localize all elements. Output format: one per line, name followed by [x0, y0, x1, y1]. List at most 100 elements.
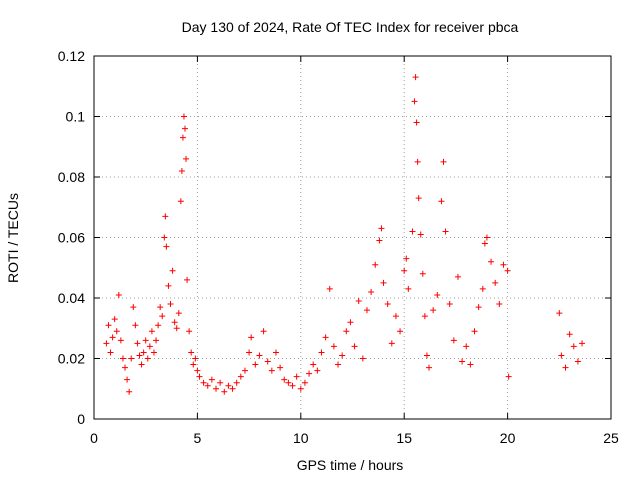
- data-point: [150, 349, 157, 356]
- y-tick-label: 0.08: [58, 169, 85, 185]
- data-point: [126, 388, 133, 395]
- data-point: [233, 379, 240, 386]
- data-point: [113, 328, 120, 335]
- data-point: [246, 349, 253, 356]
- data-point: [475, 304, 482, 311]
- data-point: [213, 385, 220, 392]
- data-point: [140, 349, 147, 356]
- y-axis-label: ROTI / TECUs: [5, 193, 21, 283]
- data-point: [376, 237, 383, 244]
- data-point: [423, 352, 430, 359]
- x-tick-label: 25: [603, 430, 619, 446]
- data-points: [103, 74, 586, 395]
- data-point: [281, 376, 288, 383]
- x-tick-label: 0: [90, 430, 98, 446]
- data-point: [492, 279, 499, 286]
- data-point: [426, 364, 433, 371]
- data-point: [264, 358, 271, 365]
- data-point: [277, 364, 284, 371]
- data-point: [237, 373, 244, 380]
- plot-frame: [93, 55, 612, 420]
- data-point: [155, 322, 162, 329]
- data-point: [310, 361, 317, 368]
- data-point: [105, 322, 112, 329]
- data-point: [136, 352, 143, 359]
- data-point: [405, 285, 412, 292]
- data-point: [481, 240, 488, 247]
- data-point: [138, 361, 145, 368]
- y-tick-label: 0.12: [58, 48, 85, 64]
- data-point: [161, 234, 168, 241]
- data-point: [413, 119, 420, 126]
- data-point: [146, 343, 153, 350]
- data-point: [171, 319, 178, 326]
- data-point: [162, 213, 169, 220]
- data-point: [479, 285, 486, 292]
- data-point: [183, 155, 190, 162]
- data-point: [335, 361, 342, 368]
- data-point: [221, 388, 228, 395]
- grid-lines: [94, 56, 611, 419]
- data-point: [397, 328, 404, 335]
- data-point: [256, 352, 263, 359]
- data-point: [471, 328, 478, 335]
- data-point: [339, 352, 346, 359]
- data-point: [430, 307, 437, 314]
- data-point: [326, 285, 333, 292]
- data-point: [556, 310, 563, 317]
- data-point: [438, 198, 445, 205]
- data-point: [169, 267, 176, 274]
- y-tick-label: 0.04: [58, 290, 85, 306]
- data-point: [196, 373, 203, 380]
- x-tick-label: 5: [194, 430, 202, 446]
- data-point: [130, 304, 137, 311]
- data-point: [434, 291, 441, 298]
- data-point: [566, 331, 573, 338]
- data-point: [167, 301, 174, 308]
- data-point: [388, 340, 395, 347]
- data-point: [467, 361, 474, 368]
- data-point: [128, 355, 135, 362]
- data-point: [289, 382, 296, 389]
- data-point: [103, 340, 110, 347]
- data-point: [178, 167, 185, 174]
- data-point: [111, 316, 118, 323]
- data-point: [314, 367, 321, 374]
- data-point: [134, 340, 141, 347]
- data-point: [107, 349, 114, 356]
- data-point: [401, 267, 408, 274]
- data-point: [177, 198, 184, 205]
- x-tick-label: 15: [396, 430, 412, 446]
- y-axis-ticks: 0 0.02 0.04 0.06 0.08 0.1 0.12: [58, 48, 611, 427]
- data-point: [403, 255, 410, 262]
- data-point: [414, 158, 421, 165]
- data-point: [194, 367, 201, 374]
- data-point: [186, 328, 193, 335]
- data-point: [368, 288, 375, 295]
- data-point: [384, 301, 391, 308]
- data-point: [450, 337, 457, 344]
- data-point: [412, 74, 419, 81]
- data-point: [117, 337, 124, 344]
- data-point: [190, 361, 197, 368]
- data-point: [421, 313, 428, 320]
- data-point: [363, 307, 370, 314]
- x-axis-label: GPS time / hours: [297, 457, 404, 473]
- data-point: [378, 225, 385, 232]
- data-point: [306, 370, 313, 377]
- data-point: [157, 304, 164, 311]
- data-point: [260, 328, 267, 335]
- data-point: [483, 234, 490, 241]
- data-point: [419, 270, 426, 277]
- data-point: [148, 328, 155, 335]
- data-point: [163, 243, 170, 250]
- data-point: [179, 134, 186, 141]
- data-point: [343, 328, 350, 335]
- data-point: [380, 279, 387, 286]
- data-point: [454, 273, 461, 280]
- data-point: [159, 313, 166, 320]
- data-point: [248, 334, 255, 341]
- data-point: [153, 337, 160, 344]
- data-point: [144, 355, 151, 362]
